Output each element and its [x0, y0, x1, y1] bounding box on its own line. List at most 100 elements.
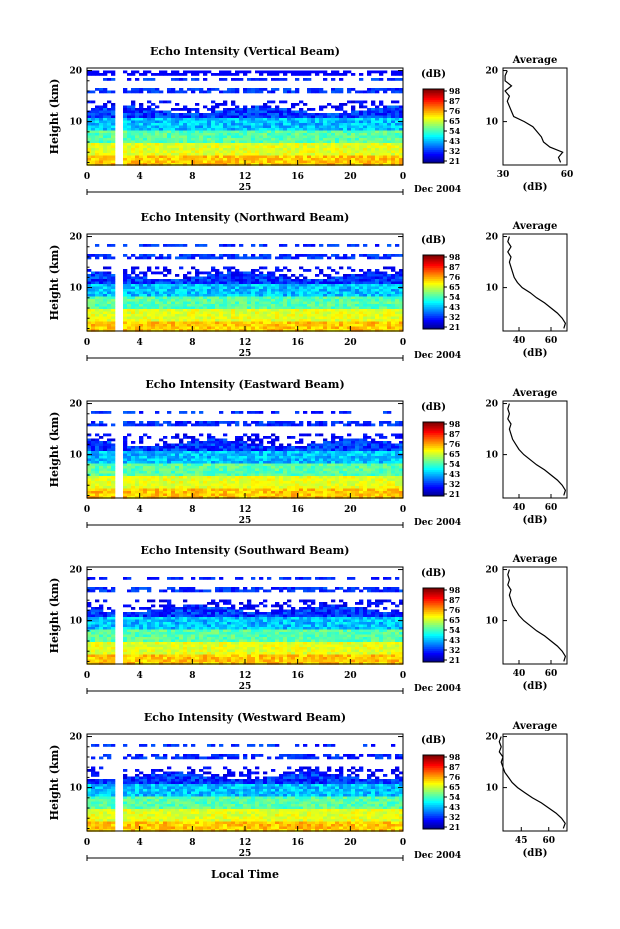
heatmap-cell: [351, 326, 356, 330]
heatmap-cell: [323, 125, 328, 129]
heatmap-cell: [311, 244, 316, 247]
heatmap-cell: [343, 279, 348, 282]
heatmap-cell: [99, 411, 104, 414]
heatmap-cell: [223, 128, 228, 131]
heatmap-cell: [339, 329, 344, 332]
heatmap-cell: [371, 140, 376, 144]
heatmap-cell: [87, 123, 92, 126]
heatmap-cell: [339, 311, 344, 315]
heatmap-cell: [283, 289, 288, 292]
heatmap-cell: [107, 456, 112, 459]
panel-3: Echo Intensity (Eastward Beam)1020Height…: [48, 378, 568, 528]
heatmap-cell: [151, 291, 156, 295]
heatmap-cell: [239, 113, 244, 116]
heatmap-cell: [235, 130, 240, 134]
heatmap-cell: [123, 311, 128, 315]
heatmap-cell: [163, 491, 168, 494]
date-label: Dec 2004: [414, 351, 461, 361]
heatmap-cell: [227, 281, 232, 285]
heatmap-cell: [395, 145, 400, 149]
heatmap-cell: [107, 453, 112, 457]
heatmap-cell: [267, 301, 272, 305]
heatmap-cell: [275, 296, 280, 300]
heatmap-cell: [283, 326, 288, 330]
heatmap-cell: [327, 306, 332, 310]
heatmap-cell: [227, 314, 232, 317]
heatmap-cell: [147, 266, 152, 270]
heatmap-cell: [335, 301, 340, 305]
heatmap-cell: [243, 135, 248, 139]
heatmap-cell: [223, 286, 228, 290]
heatmap-cell: [111, 284, 116, 287]
heatmap-cell: [179, 309, 184, 312]
heatmap-cell: [311, 316, 316, 320]
heatmap-cell: [163, 443, 168, 447]
heatmap-cell: [143, 473, 148, 477]
heatmap-cell: [171, 456, 176, 459]
heatmap-cell: [375, 304, 380, 307]
heatmap-cell: [231, 163, 236, 166]
heatmap-cell: [179, 319, 184, 322]
heatmap-cell: [275, 145, 280, 149]
heatmap-cell: [171, 326, 176, 330]
heatmap-cell: [271, 73, 276, 76]
heatmap-cell: [267, 73, 272, 76]
heatmap-cell: [307, 294, 312, 297]
heatmap-cell: [391, 123, 396, 126]
heatmap-cell: [155, 125, 160, 129]
heatmap-cell: [219, 135, 224, 139]
heatmap-cell: [131, 281, 136, 285]
heatmap-cell: [163, 256, 168, 260]
heatmap-cell: [199, 271, 204, 275]
heatmap-cell: [143, 488, 148, 492]
heatmap-cell: [103, 463, 108, 467]
heatmap-cell: [139, 463, 144, 467]
heatmap-cell: [143, 311, 148, 315]
heatmap-cell: [215, 274, 220, 277]
heatmap-cell: [279, 269, 284, 272]
heatmap-cell: [395, 296, 400, 300]
heatmap-cell: [223, 324, 228, 327]
heatmap-cell: [267, 284, 272, 287]
heatmap-cell: [259, 299, 264, 302]
heatmap-cell: [183, 281, 188, 285]
heatmap-cell: [267, 324, 272, 327]
heatmap-cell: [195, 483, 200, 487]
heatmap-cell: [95, 296, 100, 300]
heatmap-cell: [147, 321, 152, 325]
heatmap-cell: [247, 88, 252, 91]
heatmap-cell: [231, 140, 236, 144]
heatmap-cell: [331, 324, 336, 327]
heatmap-cell: [143, 115, 148, 119]
heatmap-cell: [307, 118, 312, 121]
heatmap-cell: [175, 130, 180, 134]
heatmap-cell: [243, 316, 248, 320]
heatmap-cell: [279, 281, 284, 285]
heatmap-cell: [375, 133, 380, 136]
heatmap-cell: [383, 291, 388, 295]
heatmap-cell: [159, 294, 164, 297]
heatmap-cell: [223, 254, 228, 257]
heatmap-cell: [95, 451, 100, 454]
heatmap-cell: [311, 153, 316, 156]
heatmap-cell: [331, 105, 336, 109]
heatmap-cell: [251, 120, 256, 124]
heatmap-cell: [259, 256, 264, 260]
heatmap-cell: [319, 271, 324, 275]
heatmap-cell: [175, 306, 180, 310]
heatmap-cell: [139, 473, 144, 477]
heatmap-cell: [187, 296, 192, 300]
heatmap-cell: [351, 329, 356, 332]
heatmap-cell: [191, 319, 196, 322]
colorbar-step: [423, 266, 444, 269]
heatmap-cell: [351, 296, 356, 300]
heatmap-cell: [199, 120, 204, 124]
heatmap-cell: [159, 254, 164, 257]
heatmap-cell: [195, 138, 200, 141]
heatmap-cell: [123, 468, 128, 472]
heatmap-cell: [191, 468, 196, 472]
heatmap-cell: [123, 324, 128, 327]
heatmap-cell: [179, 466, 184, 469]
heatmap-cell: [267, 123, 272, 126]
heatmap-cell: [91, 145, 96, 149]
